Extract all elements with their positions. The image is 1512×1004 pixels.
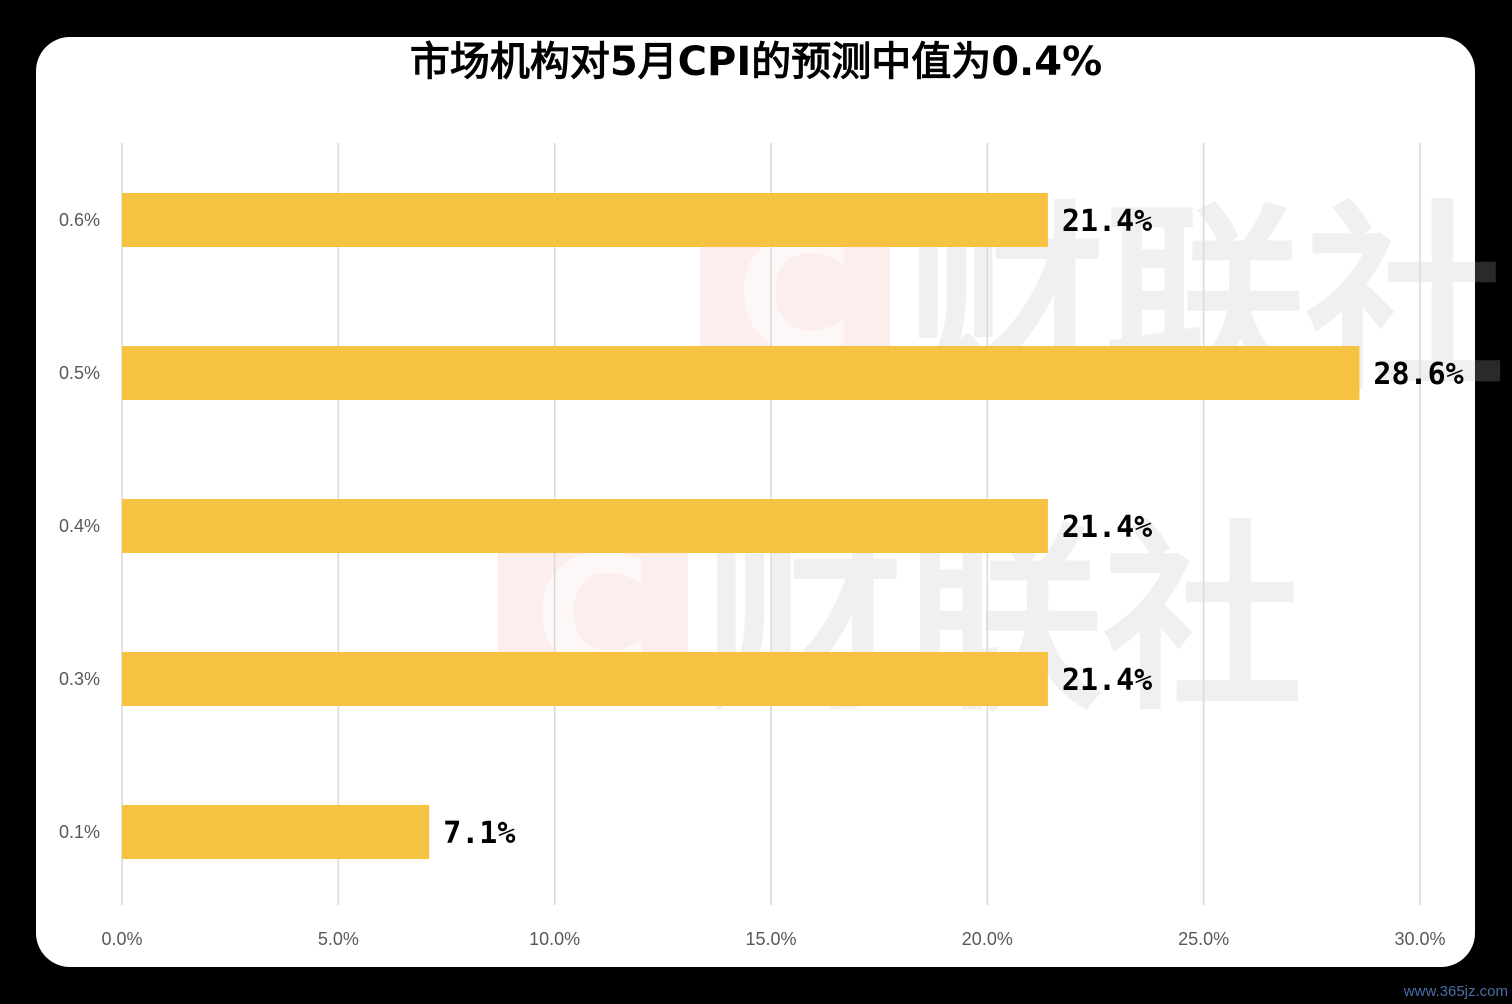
- x-tick-label: 25.0%: [1178, 929, 1229, 949]
- y-tick-label: 0.6%: [59, 210, 100, 230]
- data-label: 7.1%: [443, 816, 515, 851]
- x-tick-label: 30.0%: [1394, 929, 1445, 949]
- data-labels: 21.4% 28.6% 21.4% 21.4% 7.1%: [443, 204, 1464, 851]
- x-tick-label: 10.0%: [529, 929, 580, 949]
- bar-0.4%: [122, 499, 1048, 553]
- y-tick-label: 0.3%: [59, 669, 100, 689]
- x-tick-label: 20.0%: [962, 929, 1013, 949]
- x-tick-label: 5.0%: [318, 929, 359, 949]
- bar-0.3%: [122, 652, 1048, 706]
- data-label: 28.6%: [1373, 357, 1463, 392]
- x-tick-label: 0.0%: [101, 929, 142, 949]
- x-tick-label: 15.0%: [745, 929, 796, 949]
- y-tick-label: 0.5%: [59, 363, 100, 383]
- bars: [122, 193, 1360, 859]
- bar-0.1%: [122, 805, 430, 859]
- x-axis-ticks: 0.0% 5.0% 10.0% 15.0% 20.0% 25.0% 30.0%: [101, 929, 1445, 949]
- bar-0.5%: [122, 346, 1360, 400]
- data-label: 21.4%: [1062, 510, 1152, 545]
- bar-0.6%: [122, 193, 1048, 247]
- y-tick-label: 0.1%: [59, 822, 100, 842]
- site-watermark: www.365jz.com: [1403, 983, 1508, 1000]
- chart-title: 市场机构对5月CPI的预测中值为0.4%: [409, 39, 1103, 85]
- y-axis-ticks: 0.6% 0.5% 0.4% 0.3% 0.1%: [59, 210, 100, 842]
- data-label: 21.4%: [1062, 663, 1152, 698]
- y-tick-label: 0.4%: [59, 516, 100, 536]
- data-label: 21.4%: [1062, 204, 1152, 239]
